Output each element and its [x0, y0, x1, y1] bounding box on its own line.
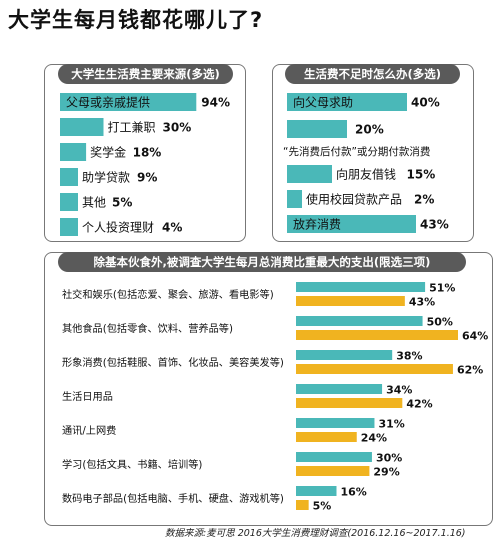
source-value-label: 30%: [163, 121, 192, 135]
spending-bar: [296, 466, 370, 476]
source-bar: [60, 168, 78, 186]
shortfall-bar: [287, 120, 347, 138]
spending-bar: [296, 282, 426, 292]
source-bar: [60, 218, 78, 236]
source-bar: [60, 143, 87, 161]
shortfall-bar: [287, 190, 302, 208]
source-category-label: 父母或亲戚提供: [66, 95, 150, 110]
source-bar: [60, 93, 197, 111]
spending-value-label: 5%: [313, 500, 332, 513]
shortfall-value-label: 2%: [414, 193, 434, 207]
source-value-label: 18%: [133, 146, 162, 160]
spending-category-label: 数码电子部品(包括电脑、手机、硬盘、游戏机等): [62, 492, 284, 505]
spending-value-label: 31%: [378, 418, 404, 431]
spending-value-label: 64%: [462, 330, 488, 343]
spending-value-label: 51%: [429, 282, 455, 295]
shortfall-category-label: 向朋友借钱: [336, 167, 396, 182]
spending-value-label: 30%: [376, 452, 402, 465]
spending-value-label: 50%: [427, 316, 453, 329]
sources-panel-title: 大学生生活费主要来源(多选): [58, 64, 233, 84]
spending-bar: [296, 398, 403, 408]
source-note: 数据来源:麦可思 2016大学生消费理财调查(2016.12.16~2017.1…: [165, 528, 466, 539]
spending-category-label: 社交和娱乐(包括恋爱、聚会、旅游、看电影等): [62, 288, 274, 301]
spending-bar: [296, 486, 337, 496]
shortfall-value-label: 43%: [420, 218, 449, 232]
spending-bar: [296, 500, 309, 510]
spending-category-label: 生活日用品: [62, 390, 113, 403]
source-category-label: 奖学金: [90, 145, 126, 160]
spending-value-label: 43%: [409, 296, 435, 309]
spending-bar: [296, 364, 453, 374]
spending-value-label: 38%: [396, 350, 422, 363]
shortfall-bar: [287, 165, 332, 183]
source-category-label: 助学贷款: [82, 170, 130, 185]
spending-bar: [296, 316, 423, 326]
source-category-label: 个人投资理财: [82, 220, 154, 235]
shortfall-bar: [287, 93, 407, 111]
page-title: 大学生每月钱都花哪儿了?: [8, 8, 264, 32]
source-value-label: 4%: [162, 221, 182, 235]
source-category-label: 其他: [82, 196, 106, 210]
spending-panel-title: 除基本伙食外,被调查大学生每月总消费比重最大的支出(限选三项): [58, 252, 466, 272]
spending-bar: [296, 296, 405, 306]
spending-bar: [296, 418, 375, 428]
spending-bar: [296, 452, 372, 462]
spending-category-label: 其他食品(包括零食、饮料、营养品等): [62, 322, 233, 335]
spending-category-label: 通讯/上网费: [62, 424, 116, 437]
source-value-label: 9%: [137, 171, 157, 185]
shortfall-category-label: “先消费后付款”或分期付款消费: [283, 145, 430, 158]
spending-value-label: 24%: [361, 432, 387, 445]
spending-bar: [296, 350, 393, 360]
shortfall-value-label: 15%: [407, 168, 436, 182]
shortfall-bar: [287, 215, 416, 233]
spending-bar: [296, 432, 357, 442]
spending-category-label: 学习(包括文具、书籍、培训等): [62, 458, 202, 471]
source-bar: [60, 193, 78, 211]
spending-bar: [296, 384, 383, 394]
source-bar: [60, 118, 104, 136]
spending-value-label: 29%: [373, 466, 399, 479]
shortfall-category-label: 使用校园贷款产品: [306, 192, 402, 207]
spending-value-label: 16%: [341, 486, 367, 499]
spending-value-label: 42%: [406, 398, 432, 411]
spending-value-label: 62%: [457, 364, 483, 377]
shortfall-value-label: 40%: [411, 96, 440, 110]
source-category-label: 打工兼职: [108, 121, 156, 135]
spending-value-label: 34%: [386, 384, 412, 397]
source-value-label: 5%: [112, 196, 132, 210]
source-value-label: 94%: [201, 96, 230, 110]
spending-bar: [296, 330, 458, 340]
shortfall-value-label: 20%: [355, 123, 384, 137]
shortfall-category-label: 向父母求助: [293, 95, 353, 110]
shortfall-panel-title: 生活费不足时怎么办(多选): [285, 64, 460, 84]
spending-category-label: 形象消费(包括鞋服、首饰、化妆品、美容美发等): [62, 356, 284, 369]
shortfall-category-label: 放弃消费: [293, 217, 341, 232]
